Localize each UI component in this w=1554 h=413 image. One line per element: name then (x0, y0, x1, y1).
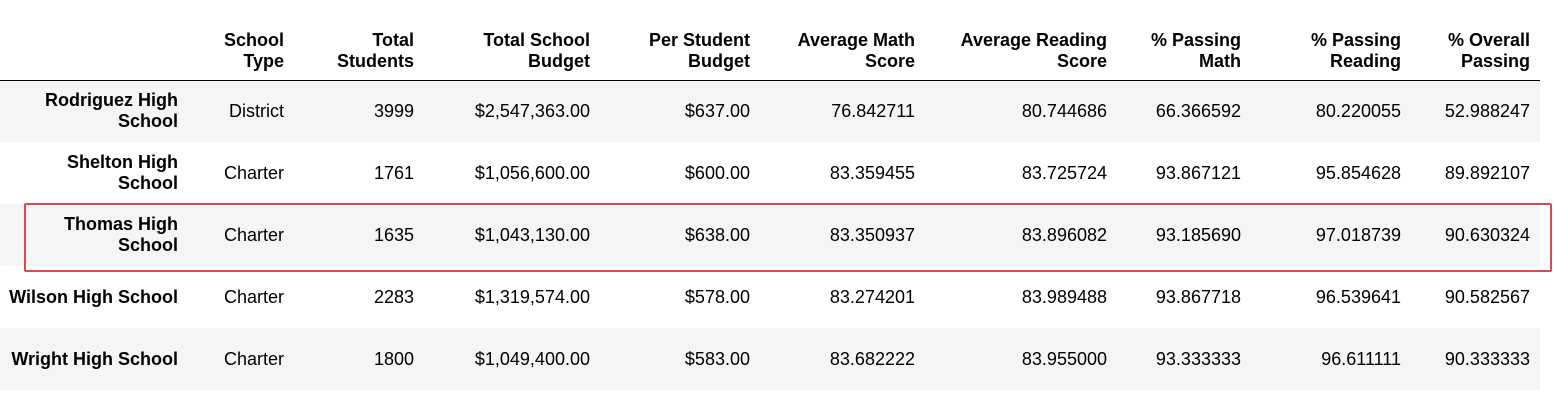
table-row: Wilson High School Charter 2283 $1,319,5… (0, 266, 1540, 328)
cell-total-school-budget: $1,049,400.00 (474, 348, 590, 369)
cell-average-reading-score: 83.896082 (1021, 224, 1107, 245)
cell-total-school-budget: $2,547,363.00 (474, 100, 590, 121)
cell-passing-reading: 97.018739 (1315, 224, 1401, 245)
column-header-average-math-score: Average Math Score (797, 29, 915, 71)
cell-school-type: Charter (223, 224, 284, 245)
cell-school-type: Charter (223, 162, 284, 183)
cell-passing-math: 93.867121 (1155, 162, 1241, 183)
column-header-average-reading-score: Average Reading Score (960, 29, 1107, 71)
column-header-total-school-budget: Total School Budget (483, 29, 590, 71)
row-label-school-name: Thomas High School (63, 214, 178, 255)
cell-per-student-budget: $638.00 (684, 224, 750, 245)
cell-school-type: Charter (223, 348, 284, 369)
cell-total-students: 1800 (373, 348, 414, 369)
cell-total-school-budget: $1,043,130.00 (474, 224, 590, 245)
cell-average-reading-score: 83.725724 (1021, 162, 1107, 183)
cell-total-students: 1635 (373, 224, 414, 245)
table-row: Wright High School Charter 1800 $1,049,4… (0, 328, 1540, 390)
cell-average-math-score: 76.842711 (831, 100, 915, 121)
cell-overall-passing: 90.582567 (1444, 286, 1530, 307)
cell-per-student-budget: $583.00 (684, 348, 750, 369)
cell-per-student-budget: $578.00 (684, 286, 750, 307)
cell-passing-reading: 96.611111 (1321, 348, 1401, 369)
cell-per-student-budget: $637.00 (684, 100, 750, 121)
cell-average-reading-score: 83.989488 (1021, 286, 1107, 307)
cell-passing-math: 93.185690 (1155, 224, 1241, 245)
cell-average-math-score: 83.359455 (829, 162, 915, 183)
cell-overall-passing: 52.988247 (1444, 100, 1530, 121)
column-header-overall-passing: % Overall Passing (1447, 29, 1530, 71)
table-row: Shelton High School Charter 1761 $1,056,… (0, 142, 1540, 204)
column-header-total-students: Total Students (336, 29, 414, 71)
cell-total-students: 2283 (373, 286, 414, 307)
column-header-per-student-budget: Per Student Budget (648, 29, 750, 71)
cell-average-math-score: 83.350937 (829, 224, 915, 245)
dataframe-output: School Type Total Students Total School … (0, 0, 1552, 390)
cell-passing-math: 93.333333 (1155, 348, 1241, 369)
cell-average-math-score: 83.274201 (829, 286, 915, 307)
column-header-passing-math: % Passing Math (1150, 29, 1241, 71)
cell-average-math-score: 83.682222 (829, 348, 915, 369)
row-label-school-name: Wilson High School (9, 286, 178, 307)
column-header-index (0, 0, 188, 80)
cell-passing-math: 93.867718 (1155, 286, 1241, 307)
cell-total-students: 3999 (373, 100, 414, 121)
cell-total-school-budget: $1,056,600.00 (474, 162, 590, 183)
cell-total-school-budget: $1,319,574.00 (474, 286, 590, 307)
cell-passing-reading: 95.854628 (1315, 162, 1401, 183)
cell-school-type: Charter (223, 286, 284, 307)
cell-total-students: 1761 (373, 162, 414, 183)
cell-school-type: District (229, 100, 284, 121)
cell-average-reading-score: 83.955000 (1021, 348, 1107, 369)
table-row: Rodriguez High School District 3999 $2,5… (0, 80, 1540, 142)
column-header-school-type: School Type (223, 29, 284, 71)
cell-overall-passing: 90.333333 (1444, 348, 1530, 369)
cell-passing-math: 66.366592 (1155, 100, 1241, 121)
cell-average-reading-score: 80.744686 (1021, 100, 1107, 121)
school-summary-table: School Type Total Students Total School … (0, 0, 1540, 390)
row-label-school-name: Wright High School (11, 348, 178, 369)
table-header-row: School Type Total Students Total School … (0, 0, 1540, 80)
cell-passing-reading: 96.539641 (1315, 286, 1401, 307)
cell-per-student-budget: $600.00 (684, 162, 750, 183)
cell-overall-passing: 90.630324 (1444, 224, 1530, 245)
column-header-passing-reading: % Passing Reading (1310, 29, 1401, 71)
cell-overall-passing: 89.892107 (1444, 162, 1530, 183)
cell-passing-reading: 80.220055 (1315, 100, 1401, 121)
row-label-school-name: Shelton High School (67, 152, 178, 193)
row-label-school-name: Rodriguez High School (45, 90, 178, 132)
table-row-highlighted: Thomas High School Charter 1635 $1,043,1… (0, 204, 1540, 266)
